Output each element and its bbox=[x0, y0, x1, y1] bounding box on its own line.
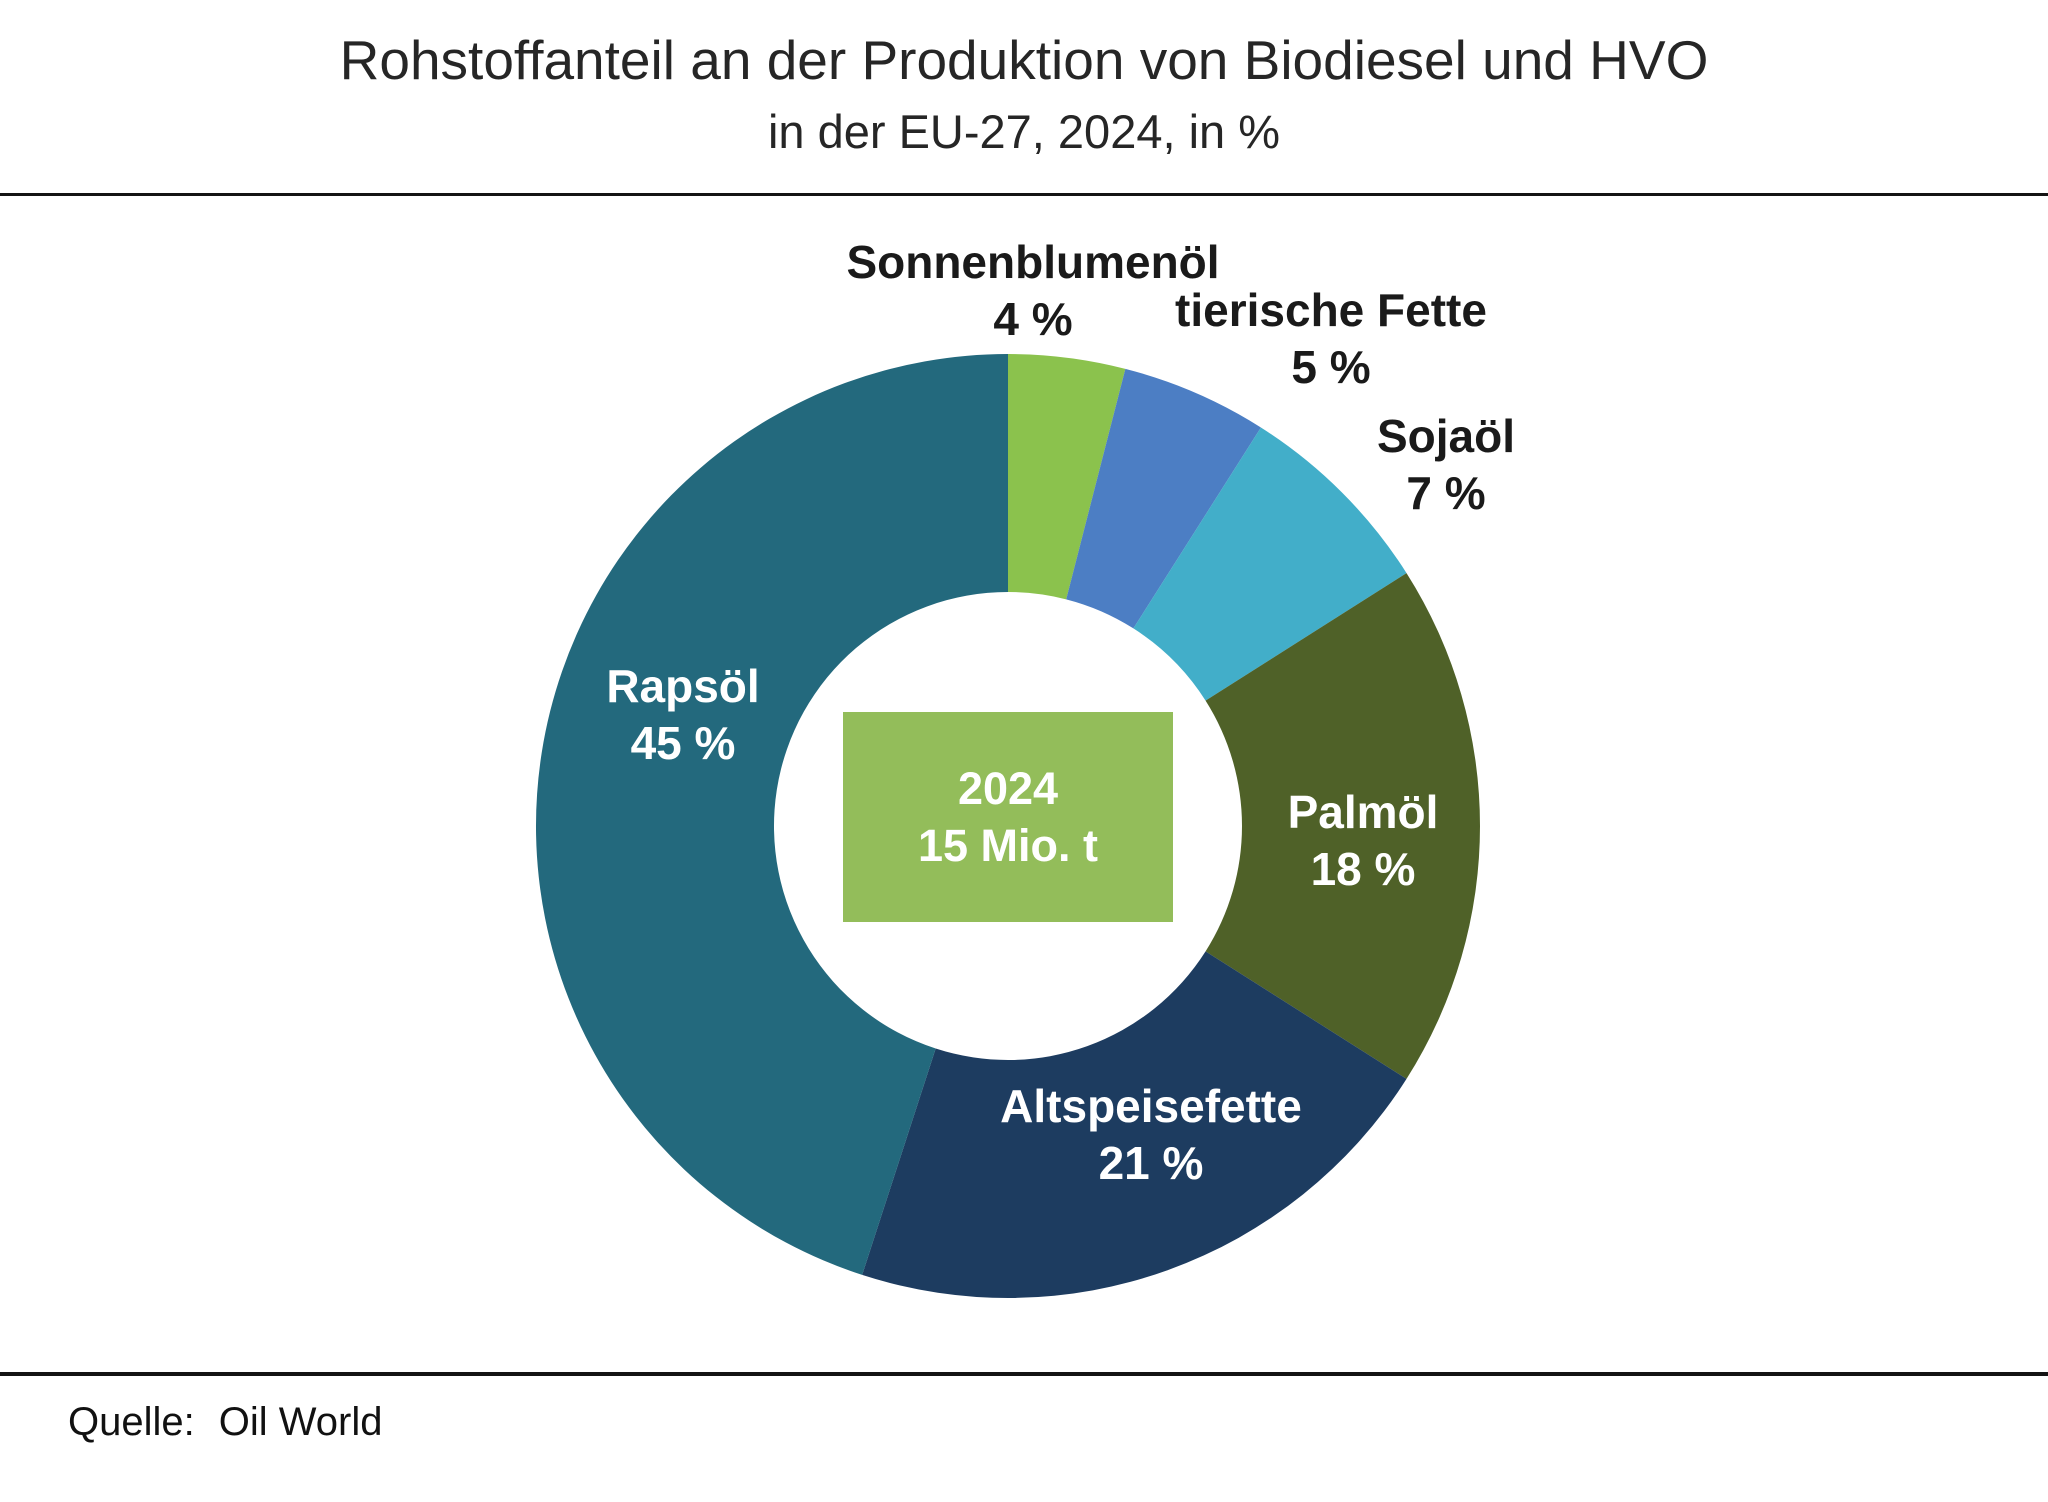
slice-label-rapsoel: Rapsöl 45 % bbox=[606, 658, 759, 772]
slice-label-palmoel: Palmöl 18 % bbox=[1288, 784, 1439, 898]
source-line: Quelle: Oil World bbox=[68, 1400, 382, 1445]
donut-slice-rapsoel bbox=[535, 353, 1008, 1275]
donut-slices bbox=[535, 353, 1480, 1299]
slice-value-text: 45 % bbox=[630, 717, 736, 769]
page-subtitle: in der EU-27, 2024, in % bbox=[767, 105, 1281, 158]
slice-label-text: Sojaöl bbox=[1376, 410, 1516, 462]
page-title: Rohstoffanteil an der Produktion von Bio… bbox=[339, 29, 1709, 91]
slice-value-text: 4 % bbox=[993, 293, 1073, 345]
slice-label-tierische-fette: tierische Fette 5 % bbox=[1175, 282, 1487, 396]
slice-label-text: Palmöl bbox=[1287, 786, 1439, 838]
donut-slice-sonnenblumenoel bbox=[1008, 354, 1126, 600]
slice-label-text: Rapsöl bbox=[606, 660, 760, 712]
slice-label-altspeisefette: Altspeisefette 21 % bbox=[1000, 1078, 1302, 1192]
center-box-year: 2024 bbox=[957, 763, 1059, 814]
slice-label-text: Sonnenblumenöl bbox=[846, 236, 1220, 288]
slice-value-text: 18 % bbox=[1310, 843, 1416, 895]
donut-slice-sojaoel bbox=[1133, 427, 1407, 701]
center-box: 2024 15 Mio. t bbox=[843, 712, 1173, 922]
footer-separator bbox=[0, 1372, 2048, 1376]
slice-label-text: tierische Fette bbox=[1175, 284, 1487, 336]
source-value: Oil World bbox=[218, 1400, 383, 1444]
donut-slice-tierische-fette bbox=[1066, 368, 1261, 629]
slice-label-sonnenblumenoel: Sonnenblumenöl 4 % bbox=[846, 234, 1219, 348]
slice-value-text: 5 % bbox=[1291, 341, 1371, 393]
center-box-total: 15 Mio. t bbox=[917, 820, 1099, 871]
slice-label-sojaoel: Sojaöl 7 % bbox=[1377, 408, 1515, 522]
donut-slice-altspeisefette bbox=[862, 951, 1407, 1299]
slice-label-text: Altspeisefette bbox=[1000, 1080, 1302, 1132]
header-separator bbox=[0, 193, 2048, 196]
slice-value-text: 7 % bbox=[1406, 467, 1486, 519]
donut-slice-palmoel bbox=[1205, 573, 1480, 1079]
source-label: Quelle: bbox=[68, 1400, 195, 1444]
slice-value-text: 21 % bbox=[1098, 1137, 1204, 1189]
